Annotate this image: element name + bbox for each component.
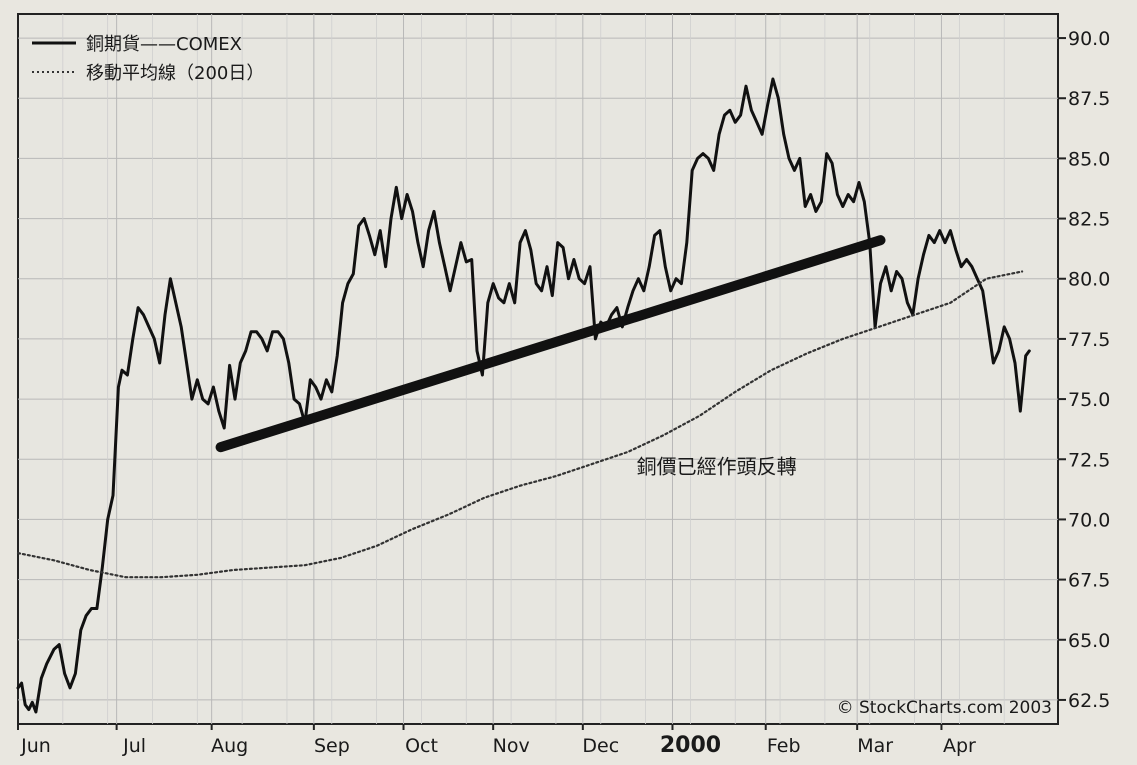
y-tick-label: 75.0 xyxy=(1068,389,1110,411)
y-tick-label: 82.5 xyxy=(1068,209,1110,231)
y-tick-label: 65.0 xyxy=(1068,630,1110,652)
y-tick-label: 87.5 xyxy=(1068,88,1110,110)
axes-layer: 90.0 87.5 85.0 82.5 80.0 77.5 75.0 72.5 70.0 67.5… xyxy=(17,28,1110,758)
y-tick-label: 77.5 xyxy=(1068,329,1110,351)
x-tick-label: Oct xyxy=(405,735,438,757)
x-tick-label: Apr xyxy=(943,735,976,757)
annotation-text: 銅價已經作頭反轉 xyxy=(637,455,797,479)
y-tick-label: 62.5 xyxy=(1068,690,1110,712)
x-tick-label: Sep xyxy=(314,735,350,757)
y-tick-label: 70.0 xyxy=(1068,509,1110,531)
credit-text: © StockCharts.com 2003 xyxy=(837,698,1052,718)
grid xyxy=(18,14,1058,724)
legend: 銅期貨——COMEX 移動平均線（200日） xyxy=(32,34,264,84)
y-tick-label: 72.5 xyxy=(1068,449,1110,471)
y-tick-label: 85.0 xyxy=(1068,148,1110,170)
moving-average-line xyxy=(16,270,1024,579)
support-trendline xyxy=(215,235,886,453)
y-tick-label: 90.0 xyxy=(1068,28,1110,50)
x-tick-label: 2000 xyxy=(660,733,721,758)
series-layer xyxy=(16,77,1031,714)
x-tick-label: Jul xyxy=(122,735,146,757)
x-tick-label: Mar xyxy=(857,735,893,757)
x-tick-label: Nov xyxy=(493,735,530,757)
x-tick-label: Feb xyxy=(767,735,801,757)
y-tick-label: 80.0 xyxy=(1068,269,1110,291)
legend-label-copper: 銅期貨——COMEX xyxy=(86,34,242,55)
x-tick-label: Aug xyxy=(211,735,248,757)
legend-label-ma: 移動平均線（200日） xyxy=(86,63,264,84)
plot-background xyxy=(17,13,1059,725)
y-tick-label: 67.5 xyxy=(1068,570,1110,592)
x-tick-label: Dec xyxy=(582,735,619,757)
x-tick-label: Jun xyxy=(20,735,51,757)
copper-price-line xyxy=(16,77,1031,714)
